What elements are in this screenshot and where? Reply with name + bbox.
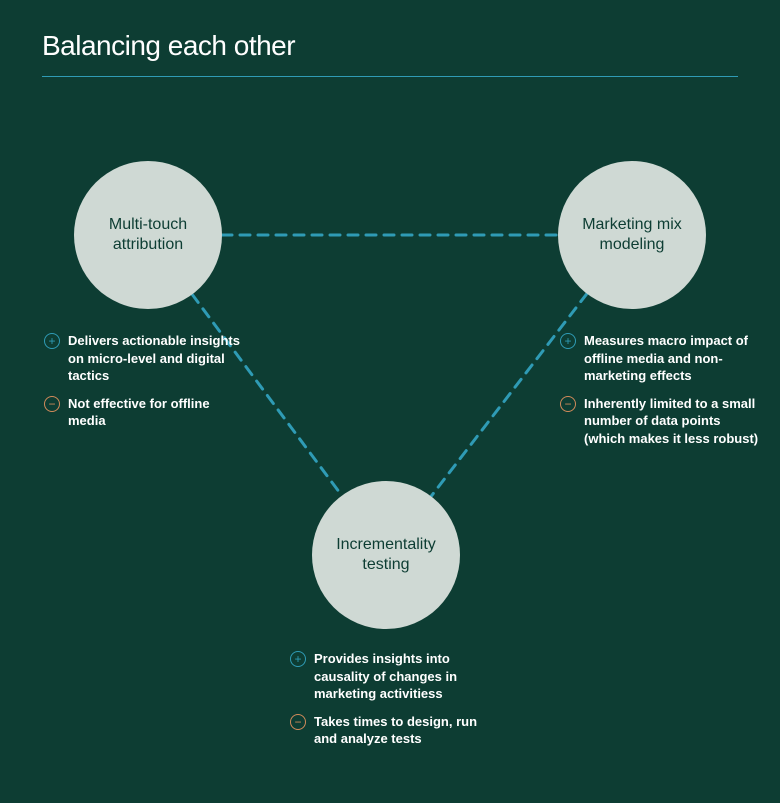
desc-mta-minus-row: − Not effective for offline media <box>44 395 244 430</box>
node-mmm-label: Marketing mix modeling <box>582 215 682 255</box>
desc-mta: + Delivers actionable insights on micro-… <box>44 332 244 440</box>
node-inc-label: Incrementality testing <box>336 535 436 575</box>
desc-mta-plus-text: Delivers actionable insights on micro-le… <box>68 332 244 385</box>
desc-inc-plus-row: + Provides insights into causality of ch… <box>290 650 500 703</box>
plus-icon: + <box>44 333 60 349</box>
title-underline <box>42 76 738 77</box>
desc-inc-minus-row: − Takes times to design, run and analyze… <box>290 713 500 748</box>
minus-icon: − <box>560 396 576 412</box>
minus-icon: − <box>290 714 306 730</box>
node-mta-label: Multi-touch attribution <box>109 215 187 255</box>
desc-inc: + Provides insights into causality of ch… <box>290 650 500 758</box>
desc-mta-minus-text: Not effective for offline media <box>68 395 244 430</box>
plus-icon: + <box>560 333 576 349</box>
desc-mmm-plus-row: + Measures macro impact of offline media… <box>560 332 760 385</box>
diagram-canvas: Balancing each other Multi-touch attribu… <box>0 0 780 803</box>
node-mmm: Marketing mix modeling <box>558 161 706 309</box>
desc-mmm-minus-text: Inherently limited to a small number of … <box>584 395 760 448</box>
desc-mmm-minus-row: − Inherently limited to a small number o… <box>560 395 760 448</box>
desc-inc-plus-text: Provides insights into causality of chan… <box>314 650 500 703</box>
desc-mmm: + Measures macro impact of offline media… <box>560 332 760 457</box>
desc-mmm-plus-text: Measures macro impact of offline media a… <box>584 332 760 385</box>
plus-icon: + <box>290 651 306 667</box>
node-mta: Multi-touch attribution <box>74 161 222 309</box>
minus-icon: − <box>44 396 60 412</box>
desc-mta-plus-row: + Delivers actionable insights on micro-… <box>44 332 244 385</box>
node-inc: Incrementality testing <box>312 481 460 629</box>
page-title: Balancing each other <box>42 30 295 62</box>
desc-inc-minus-text: Takes times to design, run and analyze t… <box>314 713 500 748</box>
